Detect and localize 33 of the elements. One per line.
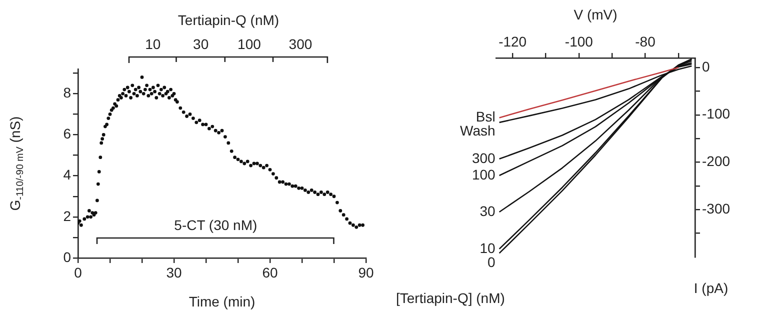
y-tick-label: 2 [63, 208, 72, 224]
y-tick-label: -300 [702, 200, 730, 216]
text: Tertiapin-Q (nM) [178, 12, 280, 28]
y-tick-label: 8 [63, 84, 72, 101]
series-label: 100 [472, 166, 496, 182]
annotation: 5-CT (30 nM) [174, 216, 258, 233]
series-label: Wash [460, 122, 496, 139]
x-tick-label: -100 [564, 33, 594, 50]
x-axis-title: V (mV) [574, 6, 618, 22]
series-label: Bsl [476, 108, 496, 125]
text: 100 [238, 36, 262, 52]
y-tick-label: 4 [63, 166, 72, 183]
series-label: 30 [480, 202, 496, 219]
text: [Tertiapin-Q] (nM) [396, 290, 505, 306]
y-tick-label: -200 [702, 153, 730, 170]
x-axis-title: Time (min) [188, 293, 256, 310]
x-tick-label: 30 [166, 264, 182, 280]
x-tick-label: -80 [635, 33, 656, 50]
series-label: 0 [488, 254, 496, 270]
series-label: 300 [472, 150, 496, 166]
x-tick-label: 90 [358, 264, 374, 280]
y-tick-label: 0 [702, 58, 710, 74]
x-tick-label: 0 [74, 264, 82, 280]
series-label: 10 [480, 240, 496, 256]
x-tick-label: -120 [498, 33, 527, 50]
text: 300 [288, 36, 312, 52]
y-tick-label: 6 [63, 126, 72, 142]
y-axis-title: I (pA) [694, 280, 728, 296]
text: 10 [145, 36, 161, 52]
y-axis-title: G-110/-90 mV (nS) [6, 116, 26, 211]
y-tick-label: -100 [702, 106, 730, 122]
y-tick-label: 0 [63, 248, 72, 265]
x-tick-label: 60 [262, 264, 278, 280]
